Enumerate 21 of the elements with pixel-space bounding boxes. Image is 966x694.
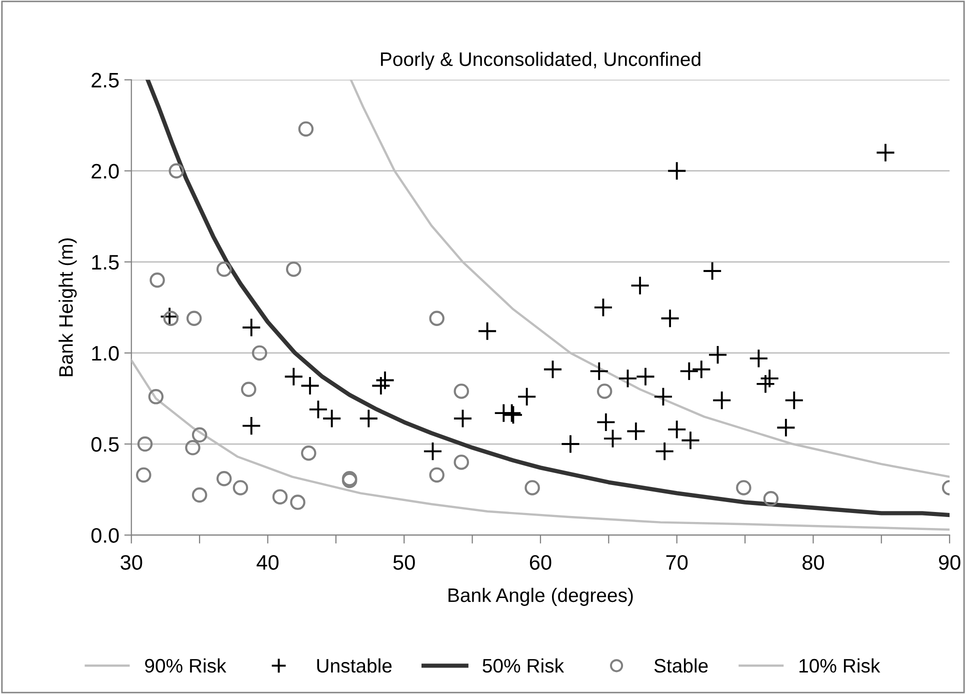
x-tick-label: 70 xyxy=(666,555,688,570)
chart-title: Poorly & Unconsolidated, Unconfined xyxy=(381,52,700,70)
x-axis-title: Bank Angle (degrees) xyxy=(448,588,633,606)
x-tick-label: 90 xyxy=(938,555,960,570)
legend-label: 50% Risk xyxy=(482,658,564,673)
y-tick-label: 0.0 xyxy=(91,528,119,543)
legend-label: 10% Risk xyxy=(800,658,880,673)
y-tick-label: 2.0 xyxy=(92,164,119,179)
x-tick-label: 80 xyxy=(802,555,824,570)
y-tick-label: 0.5 xyxy=(91,437,119,452)
x-tick-label: 50 xyxy=(393,555,415,570)
legend-label: Unstable xyxy=(317,658,392,673)
y-axis-title: Bank Height (m) xyxy=(58,238,77,376)
y-tick-label: 1.5 xyxy=(92,255,119,270)
x-tick-label: 60 xyxy=(530,555,552,570)
y-tick-label: 2.5 xyxy=(92,72,119,88)
legend-label: 90% Risk xyxy=(145,658,226,673)
x-tick-label: 30 xyxy=(120,555,142,570)
legend-label: Stable xyxy=(654,658,708,673)
x-tick-label: 40 xyxy=(256,555,279,570)
y-tick-label: 1.0 xyxy=(92,346,119,361)
